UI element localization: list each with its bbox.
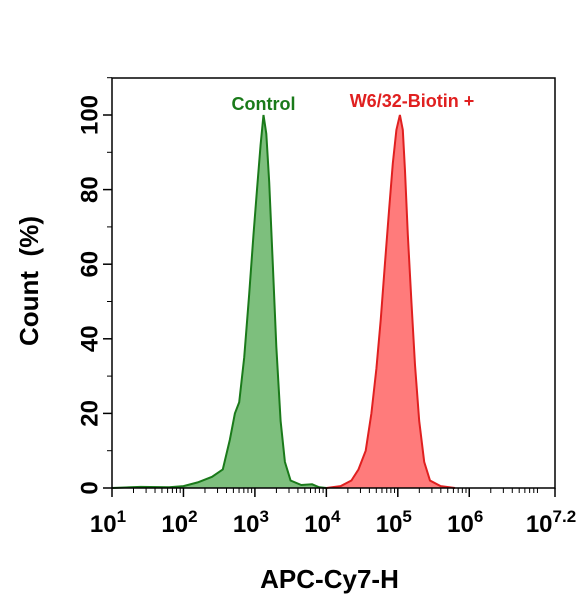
x-tick-label-0: 101	[90, 507, 126, 538]
y-tick-label-1: 20	[77, 400, 104, 427]
x-tick-label-1: 102	[161, 507, 197, 538]
y-tick-label-0: 0	[77, 481, 104, 494]
series-area-1	[326, 115, 455, 488]
series-line-0	[111, 114, 327, 489]
x-tick-label-4: 105	[376, 507, 412, 538]
x-tick-label-3: 104	[304, 507, 341, 538]
series-line-1	[326, 114, 456, 489]
y-axis-title: Count (%)	[14, 216, 44, 346]
y-tick-label-3: 60	[77, 251, 104, 278]
x-tick-label-5: 106	[447, 507, 483, 538]
x-tick-label-2: 103	[233, 507, 269, 538]
plot-frame	[111, 77, 556, 489]
y-tick-label-5: 100	[77, 95, 104, 135]
y-tick-label-4: 80	[77, 176, 104, 203]
y-tick-label-2: 40	[77, 325, 104, 352]
x-tick-label-6: 107.2	[526, 507, 576, 538]
series-area-0	[112, 115, 327, 488]
series-label-0: Control	[231, 94, 295, 114]
x-axis-title: APC-Cy7-H	[260, 564, 399, 594]
series-label-1: W6/32-Biotin +	[350, 91, 475, 111]
